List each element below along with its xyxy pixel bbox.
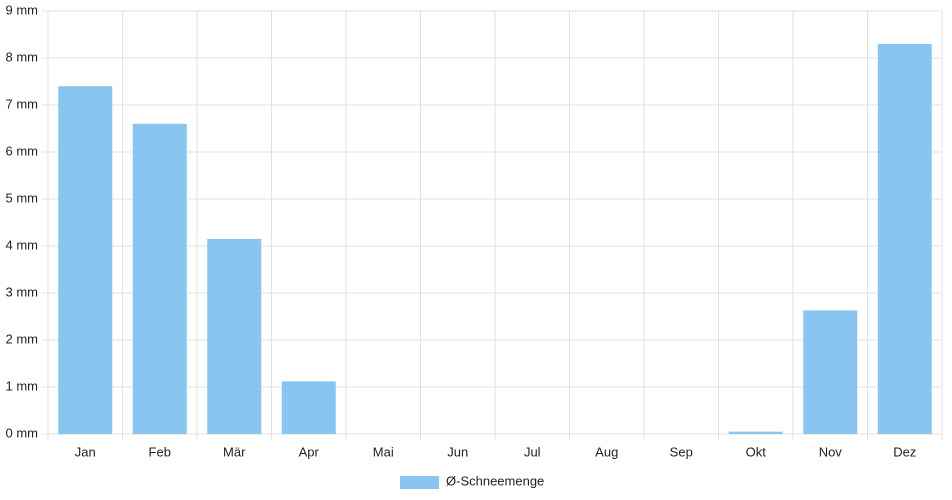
x-tick-label: Sep: [670, 444, 693, 459]
x-tick-label: Dez: [893, 444, 916, 459]
x-tick-label: Okt: [746, 444, 767, 459]
x-tick-label: Nov: [819, 444, 843, 459]
x-tick-label: Jul: [524, 444, 541, 459]
bar: [58, 86, 113, 434]
bar: [281, 381, 336, 434]
bar: [132, 123, 187, 435]
y-tick-label: 7 mm: [6, 96, 39, 111]
bar: [877, 43, 932, 435]
y-tick-label: 8 mm: [6, 49, 39, 64]
x-tick-label: Apr: [299, 444, 320, 459]
x-tick-label: Mär: [223, 444, 246, 459]
y-tick-label: 0 mm: [6, 425, 39, 440]
y-tick-label: 6 mm: [6, 143, 39, 158]
y-tick-label: 2 mm: [6, 331, 39, 346]
y-tick-label: 1 mm: [6, 378, 39, 393]
x-tick-label: Feb: [149, 444, 171, 459]
bar: [803, 310, 858, 434]
y-tick-label: 9 mm: [6, 2, 39, 17]
legend-swatch: [400, 476, 439, 489]
y-tick-label: 4 mm: [6, 237, 39, 252]
x-tick-label: Mai: [373, 444, 394, 459]
bar: [728, 431, 783, 434]
x-tick-label: Jun: [447, 444, 468, 459]
y-tick-label: 3 mm: [6, 284, 39, 299]
x-tick-label: Aug: [595, 444, 618, 459]
y-tick-label: 5 mm: [6, 190, 39, 205]
x-tick-label: Jan: [75, 444, 96, 459]
legend-label: Ø-Schneemenge: [446, 473, 544, 488]
bar: [207, 238, 262, 434]
